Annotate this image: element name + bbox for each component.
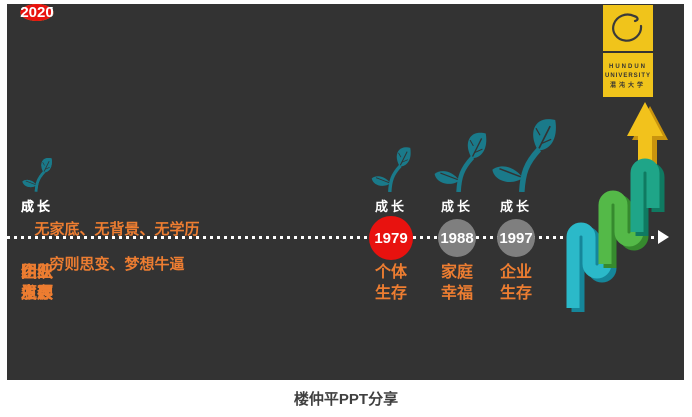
milestone-label: 团队 瓶颈	[20, 264, 53, 302]
motto-text: 无家底、无背景、无学历 穷则思变、梦想牛逼	[17, 218, 217, 274]
logo-text-box: HUNDUN UNIVERSITY 混沌大学	[603, 53, 653, 97]
seedling-icon	[491, 117, 556, 192]
arrowhead-icon	[658, 230, 669, 244]
milestone-label: 企业 发展	[20, 264, 53, 302]
year-text: 2020	[20, 4, 54, 21]
page-caption: 楼仲平PPT分享	[293, 391, 399, 408]
seedling-icon	[22, 157, 52, 192]
year-text: 1997	[499, 229, 533, 247]
growth-label: 成长	[20, 199, 53, 214]
year-text: 1979	[374, 229, 408, 247]
logo-line-1: HUNDUN	[609, 64, 647, 70]
seedling-icon	[371, 146, 411, 192]
milestone-label: 个体 生存	[374, 264, 407, 302]
timeline-dotted-line	[7, 236, 659, 239]
timeline-milestone-2020: 成长 2020 组织 生存	[7, 4, 67, 380]
milestone-label: 组织 生存	[20, 264, 53, 302]
timeline-milestone-1997: 成长 1997 企业 生存	[486, 4, 546, 380]
year-text: 1988	[440, 229, 474, 247]
logo-mark-box	[603, 5, 653, 51]
motto-line-1: 无家底、无背景、无学历	[34, 221, 200, 238]
enso-circle-icon	[612, 13, 643, 42]
growth-label: 成长	[374, 199, 407, 214]
year-circle: 2020	[20, 4, 54, 21]
motto-line-2: 穷则思变、梦想牛逼	[49, 256, 185, 273]
logo-line-3: 混沌大学	[609, 83, 646, 89]
year-circle: 1997	[497, 219, 535, 257]
timeline-milestone-1979: 成长 1979 个体 生存	[361, 4, 421, 380]
growth-label: 成长	[499, 199, 532, 214]
milestone-label: 家庭 幸福	[440, 264, 473, 302]
year-circle: 1988	[438, 219, 476, 257]
year-circle: 1979	[369, 216, 413, 260]
timeline-milestone-1988: 成长 1988 家庭 幸福	[427, 4, 487, 380]
growth-label: 成长	[20, 199, 53, 214]
seedling-icon	[434, 131, 487, 192]
milestone-label: 企业 生存	[499, 264, 532, 302]
zigzag-growth-arrow-icon	[566, 102, 668, 312]
growth-label: 成长	[20, 199, 53, 214]
growth-label: 成长	[440, 199, 473, 214]
slide-canvas: 无家底、无背景、无学历 穷则思变、梦想牛逼 成长 1979 个体 生存 成长 1…	[7, 4, 684, 380]
logo-line-2: UNIVERSITY	[604, 73, 651, 79]
